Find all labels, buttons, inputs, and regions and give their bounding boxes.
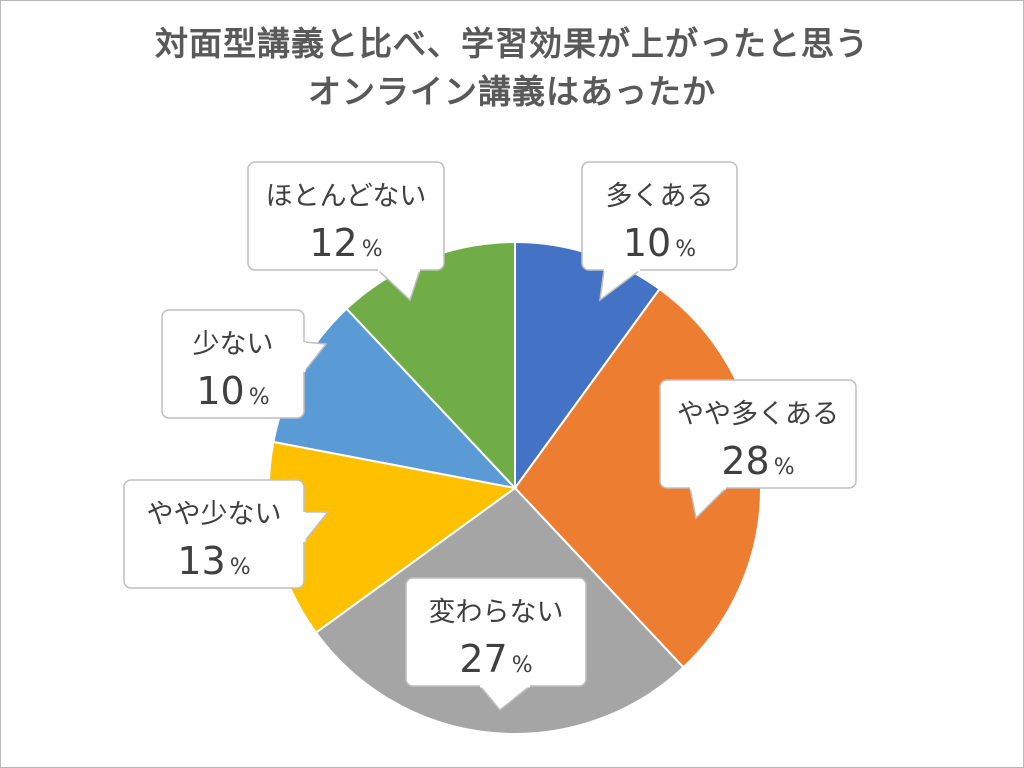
- slice-unit: %: [362, 237, 383, 262]
- callout-box: [247, 161, 445, 271]
- slice-label: やや少ない: [147, 499, 282, 530]
- slice-unit: %: [230, 555, 251, 580]
- callout-1: 多くある 10%: [581, 161, 738, 302]
- chart-title-line-1: 対面型講義と比べ、学習効果が上がったと思う: [155, 24, 869, 63]
- callout-box: [581, 161, 738, 271]
- slice-unit: %: [249, 385, 270, 410]
- slice-label: やや多くある: [677, 399, 839, 430]
- slice-label: 変わらない: [429, 597, 564, 628]
- slice-label: 少ない: [193, 329, 274, 360]
- slice-unit: %: [512, 653, 533, 678]
- chart-title: 対面型講義と比べ、学習効果が上がったと思う オンライン講義はあったか: [0, 20, 1024, 116]
- slice-unit: %: [675, 237, 696, 262]
- slice-value: 10%: [623, 221, 696, 265]
- chart-title-line-2: オンライン講義はあったか: [308, 72, 716, 111]
- callout-box: [659, 379, 857, 489]
- slice-unit: %: [774, 455, 795, 480]
- slice-label: ほとんどない: [266, 181, 427, 212]
- slice-label: 多くある: [606, 181, 714, 212]
